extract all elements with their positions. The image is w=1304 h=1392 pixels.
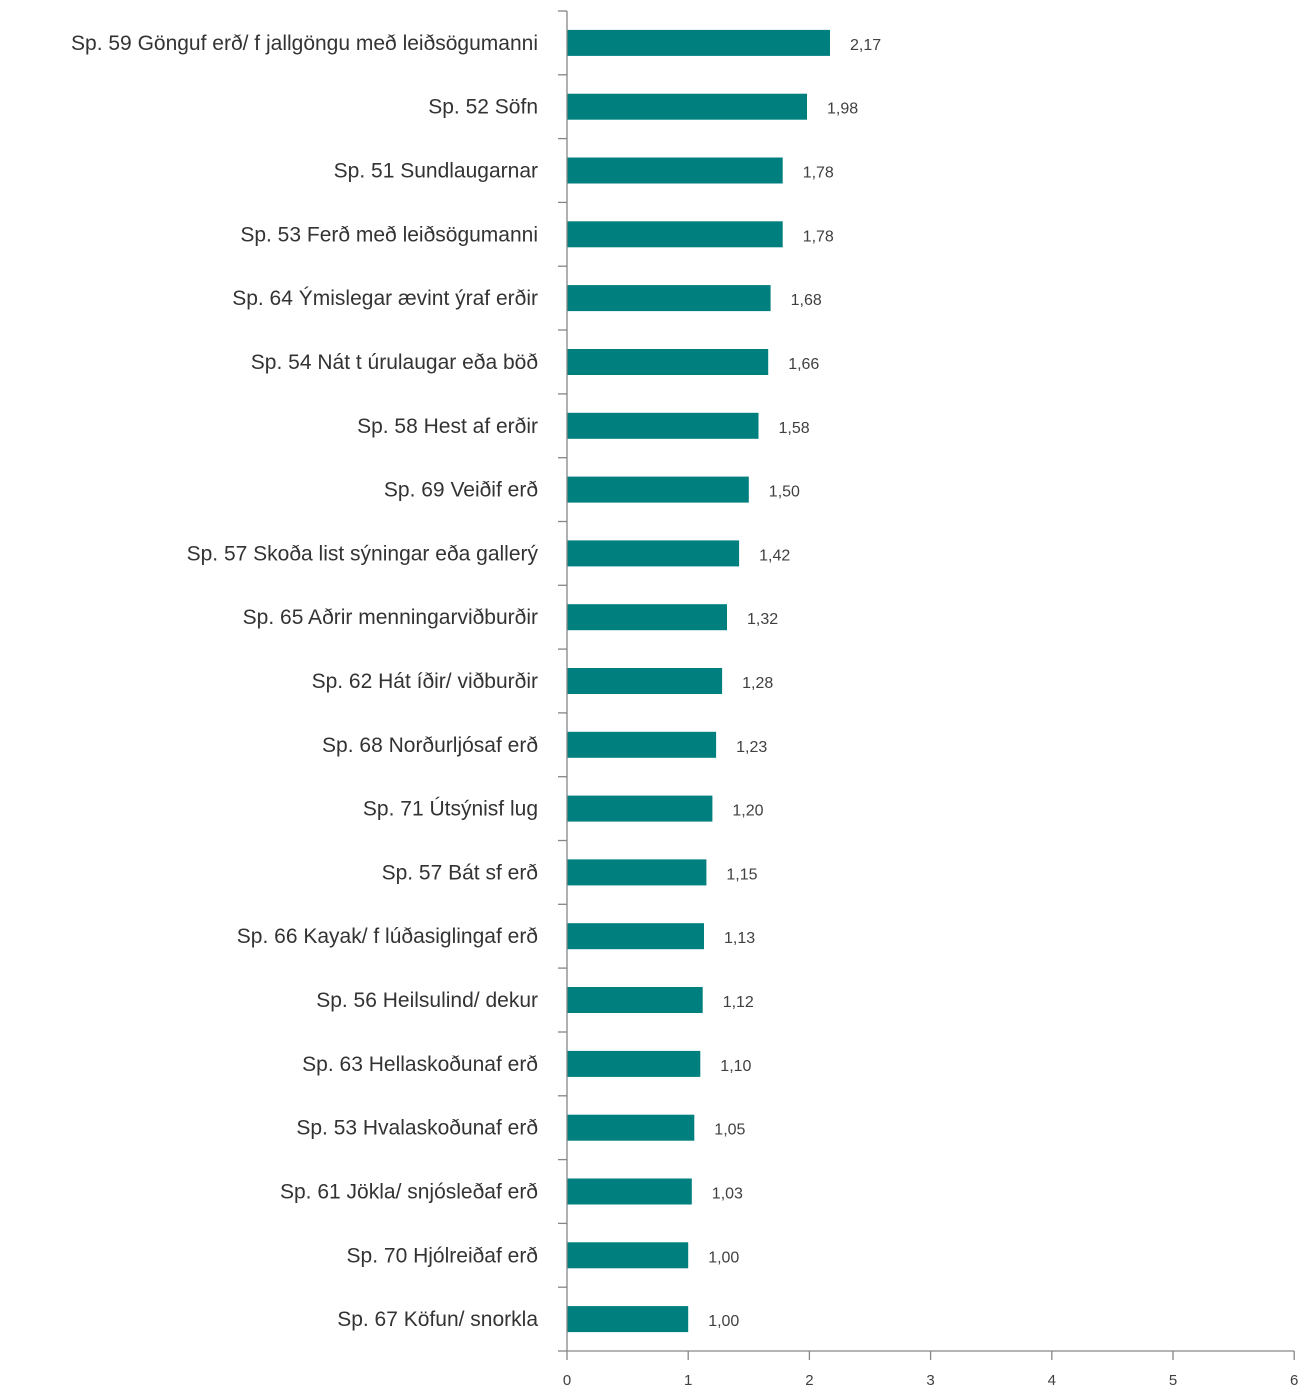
bar <box>567 1114 695 1141</box>
data-label: 1,28 <box>742 675 773 692</box>
data-label: 1,20 <box>732 803 763 820</box>
category-label: Sp. 71 Útsýnisf lug <box>363 798 538 821</box>
category-label: Sp. 69 Veiðif erð <box>384 479 538 502</box>
category-label: Sp. 53 Ferð með leiðsögumanni <box>240 223 538 246</box>
data-label: 2,17 <box>850 37 881 54</box>
category-label: Sp. 68 Norðurljósaf erð <box>322 734 538 757</box>
bar <box>567 859 707 886</box>
bar <box>567 349 769 375</box>
bar <box>567 1050 701 1077</box>
category-label: Sp. 58 Hest af erðir <box>357 415 538 438</box>
data-label: 1,15 <box>726 866 757 883</box>
category-label: Sp. 65 Aðrir menningarviðburðir <box>243 606 538 629</box>
bar <box>567 795 713 822</box>
category-label: Sp. 59 Gönguf erð/ f jallgöngu með leiðs… <box>71 32 538 55</box>
category-label: Sp. 62 Hát íðir/ viðburðir <box>312 670 538 693</box>
x-tick-label: 4 <box>1048 1372 1056 1389</box>
data-label: 1,00 <box>708 1313 739 1330</box>
data-label: 1,13 <box>724 930 755 947</box>
category-label: Sp. 51 Sundlaugarnar <box>334 160 538 183</box>
bar <box>567 1242 689 1269</box>
bar <box>567 476 749 503</box>
data-label: 1,78 <box>803 228 834 245</box>
bar <box>567 604 727 631</box>
bar <box>567 668 723 694</box>
category-label: Sp. 61 Jökla/ snjósleðaf erð <box>280 1181 538 1204</box>
data-label: 1,10 <box>720 1058 751 1075</box>
category-label: Sp. 52 Söfn <box>428 96 538 119</box>
category-label: Sp. 56 Heilsulind/ dekur <box>316 989 538 1012</box>
bar <box>567 540 740 567</box>
bar <box>567 412 759 439</box>
data-label: 1,98 <box>827 101 858 118</box>
data-label: 1,03 <box>712 1186 743 1203</box>
data-label: 1,12 <box>723 994 754 1011</box>
x-tick-label: 6 <box>1290 1372 1298 1389</box>
x-tick-label: 1 <box>684 1372 692 1389</box>
bar <box>567 987 703 1013</box>
bar <box>567 93 807 120</box>
bar <box>567 1306 689 1333</box>
data-label: 1,00 <box>708 1249 739 1266</box>
x-tick-label: 0 <box>563 1372 571 1389</box>
x-tick-label: 3 <box>926 1372 934 1389</box>
category-label: Sp. 57 Skoða list sýningar eða gallerý <box>187 542 539 565</box>
category-label: Sp. 66 Kayak/ f lúðasiglingaf erð <box>237 925 538 948</box>
x-tick-label: 2 <box>805 1372 813 1389</box>
category-label: Sp. 70 Hjólreiðaf erð <box>347 1244 538 1267</box>
category-label: Sp. 54 Nát t úrulaugar eða böð <box>251 351 538 374</box>
data-label: 1,42 <box>759 547 790 564</box>
data-label: 1,58 <box>779 420 810 437</box>
category-label: Sp. 64 Ýmislegar ævint ýraf erðir <box>232 287 538 310</box>
category-label: Sp. 57 Bát sf erð <box>382 861 538 884</box>
data-label: 1,05 <box>714 1122 745 1139</box>
category-label: Sp. 67 Köfun/ snorkla <box>337 1308 538 1331</box>
x-tick-label: 5 <box>1169 1372 1177 1389</box>
bar <box>567 923 704 950</box>
data-label: 1,68 <box>791 292 822 309</box>
bar <box>567 285 771 312</box>
data-label: 1,66 <box>788 356 819 373</box>
bar <box>567 221 783 248</box>
data-label: 1,23 <box>736 739 767 756</box>
bar <box>567 157 783 184</box>
data-label: 1,50 <box>769 484 800 501</box>
bar <box>567 731 717 758</box>
bar <box>567 1178 692 1205</box>
data-label: 1,32 <box>747 611 778 628</box>
data-label: 1,78 <box>803 165 834 182</box>
bar <box>567 29 830 56</box>
category-label: Sp. 53 Hvalaskoðunaf erð <box>296 1117 538 1140</box>
category-label: Sp. 63 Hellaskoðunaf erð <box>302 1053 538 1076</box>
